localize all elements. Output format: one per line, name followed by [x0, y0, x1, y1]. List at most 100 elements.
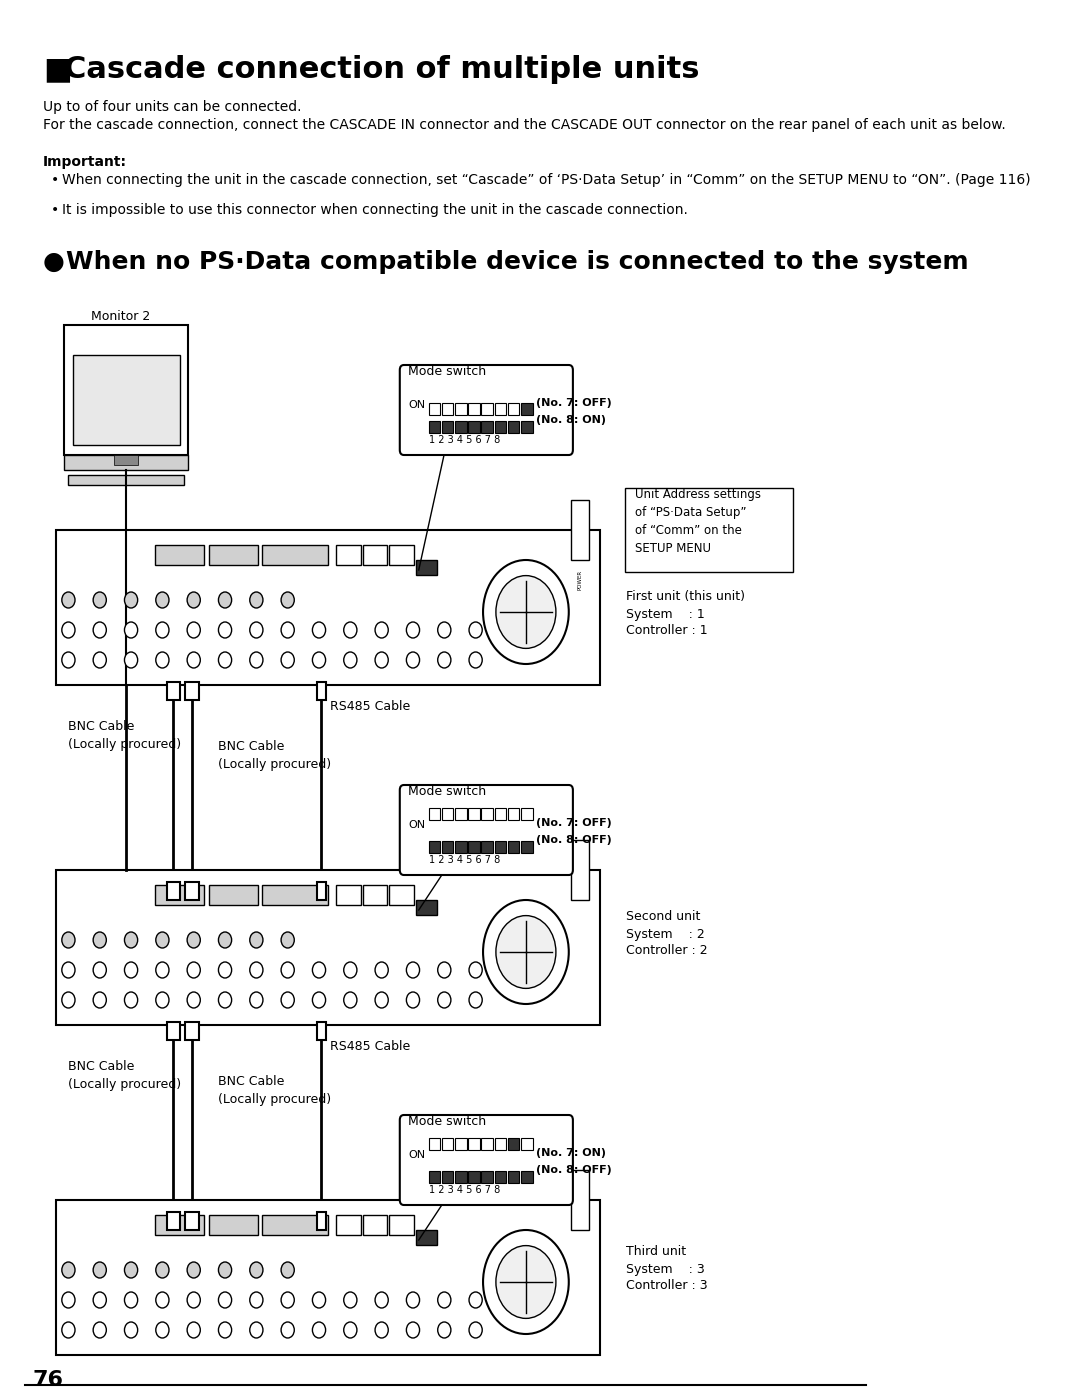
Circle shape [62, 592, 75, 609]
Text: RS485 Cable: RS485 Cable [329, 700, 410, 713]
Circle shape [156, 992, 168, 1009]
Text: Controller : 1: Controller : 1 [626, 624, 708, 637]
Circle shape [437, 963, 450, 978]
Circle shape [187, 592, 200, 609]
Bar [521, 841, 532, 853]
Circle shape [249, 932, 262, 949]
Circle shape [249, 1293, 262, 1308]
Circle shape [249, 1322, 262, 1337]
Bar [469, 1137, 480, 1150]
Text: Second unit: Second unit [626, 909, 701, 923]
Bar [455, 809, 467, 820]
Circle shape [312, 1322, 325, 1337]
Bar [208, 886, 258, 905]
Circle shape [483, 900, 569, 1004]
Bar [455, 1137, 467, 1150]
Bar [495, 1171, 507, 1184]
Text: BNC Cable
(Locally procured): BNC Cable (Locally procured) [68, 1060, 180, 1091]
Circle shape [312, 623, 325, 638]
Bar [442, 841, 454, 853]
Circle shape [249, 623, 262, 638]
Text: Cascade connection of multiple units: Cascade connection of multiple units [65, 55, 700, 84]
Bar [495, 403, 507, 416]
Circle shape [406, 623, 419, 638]
Bar [455, 841, 467, 853]
Text: Up to of four units can be connected.: Up to of four units can be connected. [43, 99, 301, 113]
Circle shape [93, 652, 106, 667]
Text: System    : 3: System : 3 [626, 1263, 705, 1276]
Text: 1 2 3 4 5 6 7 8: 1 2 3 4 5 6 7 8 [429, 1185, 500, 1195]
Circle shape [62, 623, 75, 638]
FancyBboxPatch shape [625, 488, 793, 572]
Circle shape [156, 623, 168, 638]
Circle shape [496, 575, 556, 648]
Bar [416, 900, 437, 915]
Bar [336, 546, 361, 565]
Bar [469, 841, 480, 853]
Bar [521, 1137, 532, 1150]
Bar [262, 546, 328, 565]
Circle shape [93, 963, 106, 978]
Bar [521, 809, 532, 820]
Circle shape [249, 652, 262, 667]
Circle shape [62, 1262, 75, 1279]
Bar [316, 881, 326, 900]
Bar [455, 1171, 467, 1184]
Bar [482, 1171, 492, 1184]
Circle shape [406, 1293, 419, 1308]
Text: (No. 8: OFF): (No. 8: OFF) [536, 835, 611, 845]
Bar [482, 1137, 492, 1150]
Bar [482, 421, 492, 434]
Bar [363, 546, 388, 565]
Bar [442, 1171, 454, 1184]
Circle shape [93, 992, 106, 1009]
Bar [455, 421, 467, 434]
Text: ■: ■ [43, 55, 71, 84]
Circle shape [281, 652, 294, 667]
Bar [455, 403, 467, 416]
Circle shape [281, 1293, 294, 1308]
Text: (No. 7: OFF): (No. 7: OFF) [536, 818, 611, 828]
Circle shape [496, 915, 556, 989]
Circle shape [156, 963, 168, 978]
Circle shape [343, 1322, 356, 1337]
Circle shape [469, 623, 482, 638]
Circle shape [343, 652, 356, 667]
Bar [389, 546, 414, 565]
Bar [166, 881, 179, 900]
Bar [469, 421, 480, 434]
Circle shape [187, 963, 200, 978]
Circle shape [187, 992, 200, 1009]
Bar [154, 1214, 204, 1235]
Bar [469, 809, 480, 820]
Bar [571, 1170, 590, 1230]
Bar [469, 403, 480, 416]
Text: Unit Address settings
of “PS·Data Setup”
of “Comm” on the
SETUP MENU: Unit Address settings of “PS·Data Setup”… [635, 488, 760, 555]
Circle shape [62, 992, 75, 1009]
Circle shape [375, 963, 388, 978]
Text: Third unit: Third unit [626, 1245, 687, 1258]
Circle shape [218, 592, 231, 609]
Circle shape [156, 652, 168, 667]
Text: ON: ON [408, 1150, 426, 1160]
Bar [521, 421, 532, 434]
Bar [336, 886, 361, 905]
Circle shape [469, 1293, 482, 1308]
Bar [316, 1212, 326, 1230]
Circle shape [437, 992, 450, 1009]
Bar [186, 1212, 199, 1230]
Circle shape [437, 623, 450, 638]
Bar [166, 681, 179, 700]
Text: BNC Cable
(Locally procured): BNC Cable (Locally procured) [68, 720, 180, 751]
Bar [495, 809, 507, 820]
Bar [429, 1137, 441, 1150]
Text: 76: 76 [33, 1370, 64, 1391]
Bar [508, 1137, 519, 1150]
Circle shape [124, 932, 137, 949]
Circle shape [437, 652, 450, 667]
Bar [186, 1023, 199, 1039]
Circle shape [187, 652, 200, 667]
Circle shape [281, 992, 294, 1009]
Circle shape [406, 652, 419, 667]
Text: BNC Cable
(Locally procured): BNC Cable (Locally procured) [218, 740, 332, 771]
